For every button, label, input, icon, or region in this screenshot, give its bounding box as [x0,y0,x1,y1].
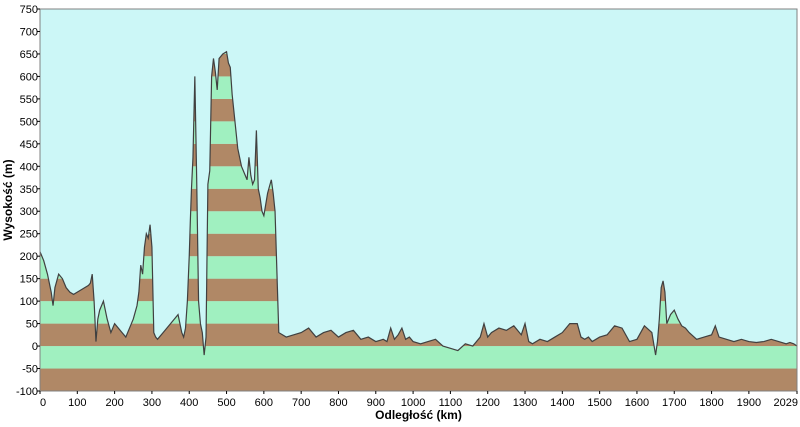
y-tick-label: 200 [20,251,38,263]
x-tick-label: 1900 [737,397,761,409]
x-tick-label: 1400 [550,397,574,409]
y-tick-label: -100 [16,386,38,398]
y-tick-label: 450 [20,139,38,151]
y-tick-label: 250 [20,229,38,241]
y-axis-ticks: 7507006506005505004504003503002502001501… [16,4,40,398]
y-tick-label: 550 [20,94,38,106]
x-axis-ticks: 0 100 200 300 400 500 600 700 800 900 1000 1100 1200… [39,391,798,409]
y-axis-title: Wysokość (m) [1,159,15,240]
y-tick-label: 350 [20,184,38,196]
x-tick-label: 2029 [774,397,798,409]
x-tick-label: 900 [367,397,385,409]
x-axis-title: Odległość (km) [375,408,462,422]
x-tick-label: 200 [105,397,123,409]
y-tick-label: 0 [32,341,38,353]
x-tick-label: 1200 [475,397,499,409]
y-tick-label: 50 [26,319,38,331]
y-tick-label: 700 [20,26,38,38]
x-tick-label: 400 [180,397,198,409]
plot-frame [39,8,798,392]
y-tick-label: 650 [20,49,38,61]
y-tick-label: 400 [20,161,38,173]
x-tick-label: 1600 [625,397,649,409]
x-tick-label: 0 [40,397,46,409]
y-tick-label: 150 [20,274,38,286]
profile-line-group [39,50,798,356]
x-tick-label: 700 [292,397,310,409]
profile-line [39,50,798,356]
y-tick-label: 750 [20,4,38,16]
x-tick-label: 600 [255,397,273,409]
x-tick-label: 300 [143,397,161,409]
y-tick-label: 600 [20,71,38,83]
x-tick-label: 1500 [587,397,611,409]
y-tick-label: -50 [22,364,38,376]
x-tick-label: 100 [68,397,86,409]
x-tick-label: 1000 [401,397,425,409]
elevation-band [40,346,797,369]
x-tick-label: 1300 [513,397,537,409]
x-tick-label: 1800 [699,397,723,409]
y-tick-label: 100 [20,296,38,308]
y-tick-label: 300 [20,206,38,218]
x-tick-label: 800 [329,397,347,409]
elevation-band [40,368,797,391]
y-tick-label: 500 [20,116,38,128]
x-tick-label: 1100 [439,397,463,409]
x-tick-label: 1700 [662,397,686,409]
x-tick-label: 500 [217,397,235,409]
